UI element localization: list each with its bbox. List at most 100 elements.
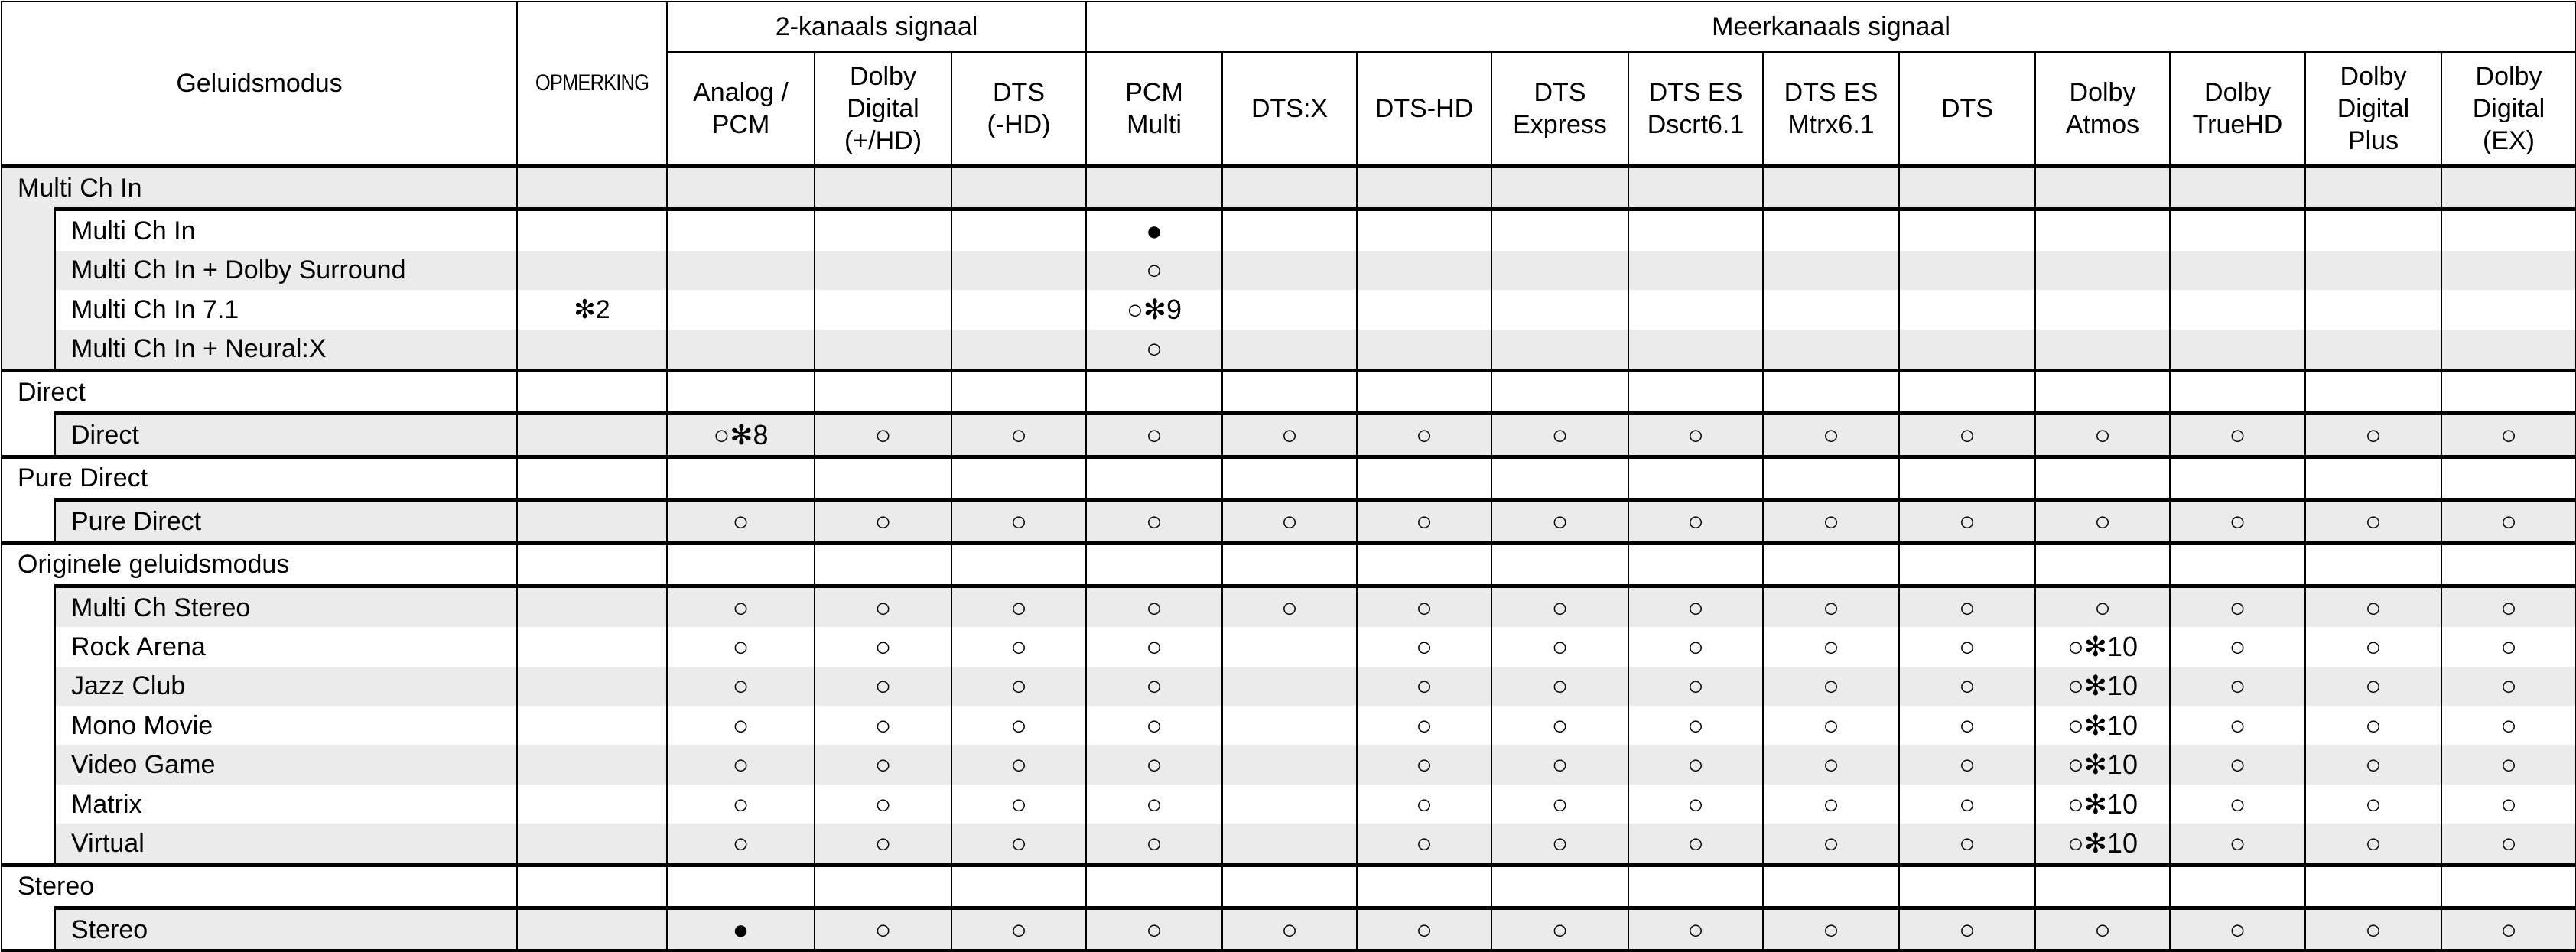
signal-cell (2169, 329, 2306, 371)
group-label: Stereo (1, 863, 518, 908)
signal-cell (1762, 454, 1900, 500)
signal-cell (1491, 164, 1629, 210)
row-indent (1, 413, 56, 457)
row-indent (1, 499, 56, 544)
table-row: Rock Arena ○ ○ ○ ○ ○ ○ ○ ○ ○ ○✻10 ○ ○ ○ (1, 627, 2576, 667)
signal-cell (2169, 368, 2306, 414)
open-circle-icon: ○ (951, 706, 1087, 746)
column-header: Dolby Digital Plus (2304, 51, 2442, 167)
open-circle-icon: ○ (1221, 498, 1358, 544)
open-circle-icon: ○ (1628, 583, 1764, 628)
open-circle-icon: ○ (951, 784, 1087, 824)
signal-cell (1898, 329, 2036, 371)
signal-cell (2034, 329, 2171, 371)
open-circle-icon: ○ (1898, 583, 2036, 628)
row-indent (1, 627, 56, 667)
column-header: Dolby Atmos (2034, 51, 2171, 167)
open-circle-icon: ○ (2169, 411, 2306, 457)
signal-cell (1628, 164, 1764, 210)
open-circle-icon: ○ (1628, 784, 1764, 824)
table-row: Mono Movie ○ ○ ○ ○ ○ ○ ○ ○ ○ ○✻10 ○ ○ ○ (1, 706, 2576, 746)
remark-cell: ✻2 (516, 290, 668, 330)
column-header: DTS (1898, 51, 2036, 167)
open-circle-icon: ○ (1762, 824, 1900, 866)
signal-cell (2169, 454, 2306, 500)
open-circle-icon: ○ (1898, 745, 2036, 785)
signal-cell (2304, 329, 2442, 371)
column-header: PCM Multi (1085, 51, 1223, 167)
signal-cell (814, 164, 952, 210)
open-circle-icon: ○✻10 (2034, 745, 2171, 785)
signal-cell (1085, 164, 1223, 210)
table-row: Multi Ch In + Dolby Surround ○ (1, 250, 2576, 291)
signal-cell (2304, 164, 2442, 210)
remark-cell (516, 824, 668, 866)
open-circle-icon: ○ (2169, 906, 2306, 952)
row-indent (1, 329, 56, 371)
sound-mode-label: Virtual (54, 824, 518, 866)
header-multichannel-signal: Meerkanaals signaal (1085, 1, 2576, 53)
open-circle-icon: ○ (814, 627, 952, 667)
signal-cell (2441, 207, 2576, 251)
signal-cell (2034, 250, 2171, 291)
signal-cell (666, 164, 815, 210)
open-circle-icon: ○ (951, 627, 1087, 667)
signal-cell (951, 290, 1087, 330)
open-circle-icon: ○ (2169, 824, 2306, 866)
signal-cell (1221, 666, 1358, 707)
open-circle-icon: ○ (1221, 411, 1358, 457)
open-circle-icon: ○ (2169, 583, 2306, 628)
sound-mode-label: Direct (54, 411, 518, 457)
signal-cell (1628, 329, 1764, 371)
signal-cell (666, 329, 815, 371)
signal-cell (2441, 541, 2576, 586)
open-circle-icon: ○ (951, 411, 1087, 457)
signal-cell (666, 290, 815, 330)
open-circle-icon: ○ (1491, 583, 1629, 628)
open-circle-icon: ○ (1762, 411, 1900, 457)
open-circle-icon: ○ (2304, 706, 2442, 746)
signal-cell (2304, 250, 2442, 291)
open-circle-icon: ○ (1356, 745, 1492, 785)
open-circle-icon: ○ (1356, 706, 1492, 746)
column-header: Analog / PCM (666, 51, 815, 167)
column-header: DTS-HD (1356, 51, 1492, 167)
open-circle-icon: ○ (1356, 583, 1492, 628)
signal-cell (1085, 541, 1223, 586)
signal-cell (814, 541, 952, 586)
open-circle-icon: ○ (666, 745, 815, 785)
open-circle-icon: ○ (2441, 906, 2576, 952)
signal-cell (1491, 290, 1629, 330)
open-circle-icon: ○ (1356, 666, 1492, 707)
open-circle-icon: ○ (1085, 329, 1223, 371)
open-circle-icon: ○ (2441, 583, 2576, 628)
signal-cell (2304, 541, 2442, 586)
open-circle-icon: ○ (2304, 745, 2442, 785)
signal-cell (2169, 164, 2306, 210)
signal-cell (1898, 290, 2036, 330)
signal-cell (1491, 454, 1629, 500)
remark-cell (516, 666, 668, 707)
signal-cell (1762, 368, 1900, 414)
row-indent (1, 784, 56, 824)
open-circle-icon: ○ (814, 583, 952, 628)
remark-cell (516, 541, 668, 586)
signal-cell (951, 207, 1087, 251)
signal-cell (2169, 863, 2306, 908)
open-circle-icon: ○✻10 (2034, 666, 2171, 707)
row-indent (1, 908, 56, 952)
sound-mode-label: Multi Ch Stereo (54, 583, 518, 628)
open-circle-icon: ○ (1356, 498, 1492, 544)
open-circle-icon: ○✻10 (2034, 706, 2171, 746)
signal-cell (1491, 541, 1629, 586)
open-circle-icon: ○ (814, 666, 952, 707)
signal-cell (666, 454, 815, 500)
remark-cell (516, 454, 668, 500)
open-circle-icon: ○ (1762, 745, 1900, 785)
open-circle-icon: ○ (1898, 666, 2036, 707)
group-header-row: Direct (1, 368, 2576, 414)
open-circle-icon: ○ (1898, 906, 2036, 952)
sound-mode-label: Jazz Club (54, 666, 518, 707)
open-circle-icon: ○ (1762, 583, 1900, 628)
open-circle-icon: ○✻10 (2034, 627, 2171, 667)
